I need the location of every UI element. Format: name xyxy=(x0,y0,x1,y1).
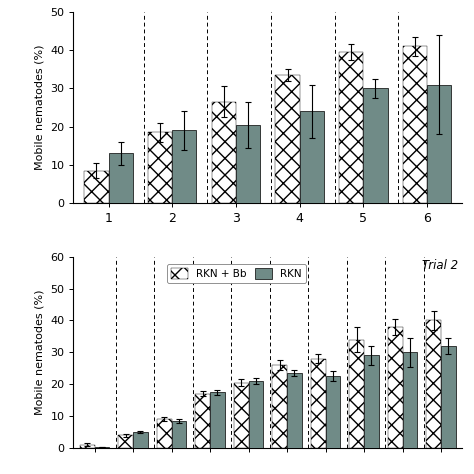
Bar xyxy=(234,383,248,448)
Bar xyxy=(388,327,402,448)
Bar xyxy=(426,320,441,448)
Y-axis label: Mobile nematodes (%): Mobile nematodes (%) xyxy=(35,290,45,415)
Bar xyxy=(339,52,364,203)
Bar xyxy=(326,376,340,448)
Bar xyxy=(349,339,364,448)
Bar xyxy=(427,84,451,203)
Bar xyxy=(364,88,388,203)
Bar xyxy=(300,111,324,203)
Bar xyxy=(236,125,260,203)
Bar xyxy=(195,394,210,448)
Bar xyxy=(157,419,172,448)
Bar xyxy=(172,421,186,448)
Bar xyxy=(95,447,109,448)
Bar xyxy=(402,352,417,448)
Bar xyxy=(80,445,95,448)
Bar xyxy=(210,392,225,448)
Text: Trial 2: Trial 2 xyxy=(422,259,458,272)
Bar xyxy=(441,346,456,448)
Bar xyxy=(275,75,300,203)
Bar xyxy=(84,171,109,203)
Bar xyxy=(364,356,379,448)
Bar xyxy=(148,132,172,203)
Bar xyxy=(172,130,196,203)
Bar xyxy=(311,359,326,448)
Bar xyxy=(133,432,148,448)
Bar xyxy=(403,46,427,203)
Bar xyxy=(118,435,133,448)
Bar xyxy=(248,381,263,448)
Bar xyxy=(273,365,287,448)
Y-axis label: Mobile nematodes (%): Mobile nematodes (%) xyxy=(35,45,45,170)
Legend: RKN + Bb, RKN: RKN + Bb, RKN xyxy=(167,264,306,283)
Bar xyxy=(287,373,301,448)
Bar xyxy=(109,154,133,203)
Bar xyxy=(212,102,236,203)
